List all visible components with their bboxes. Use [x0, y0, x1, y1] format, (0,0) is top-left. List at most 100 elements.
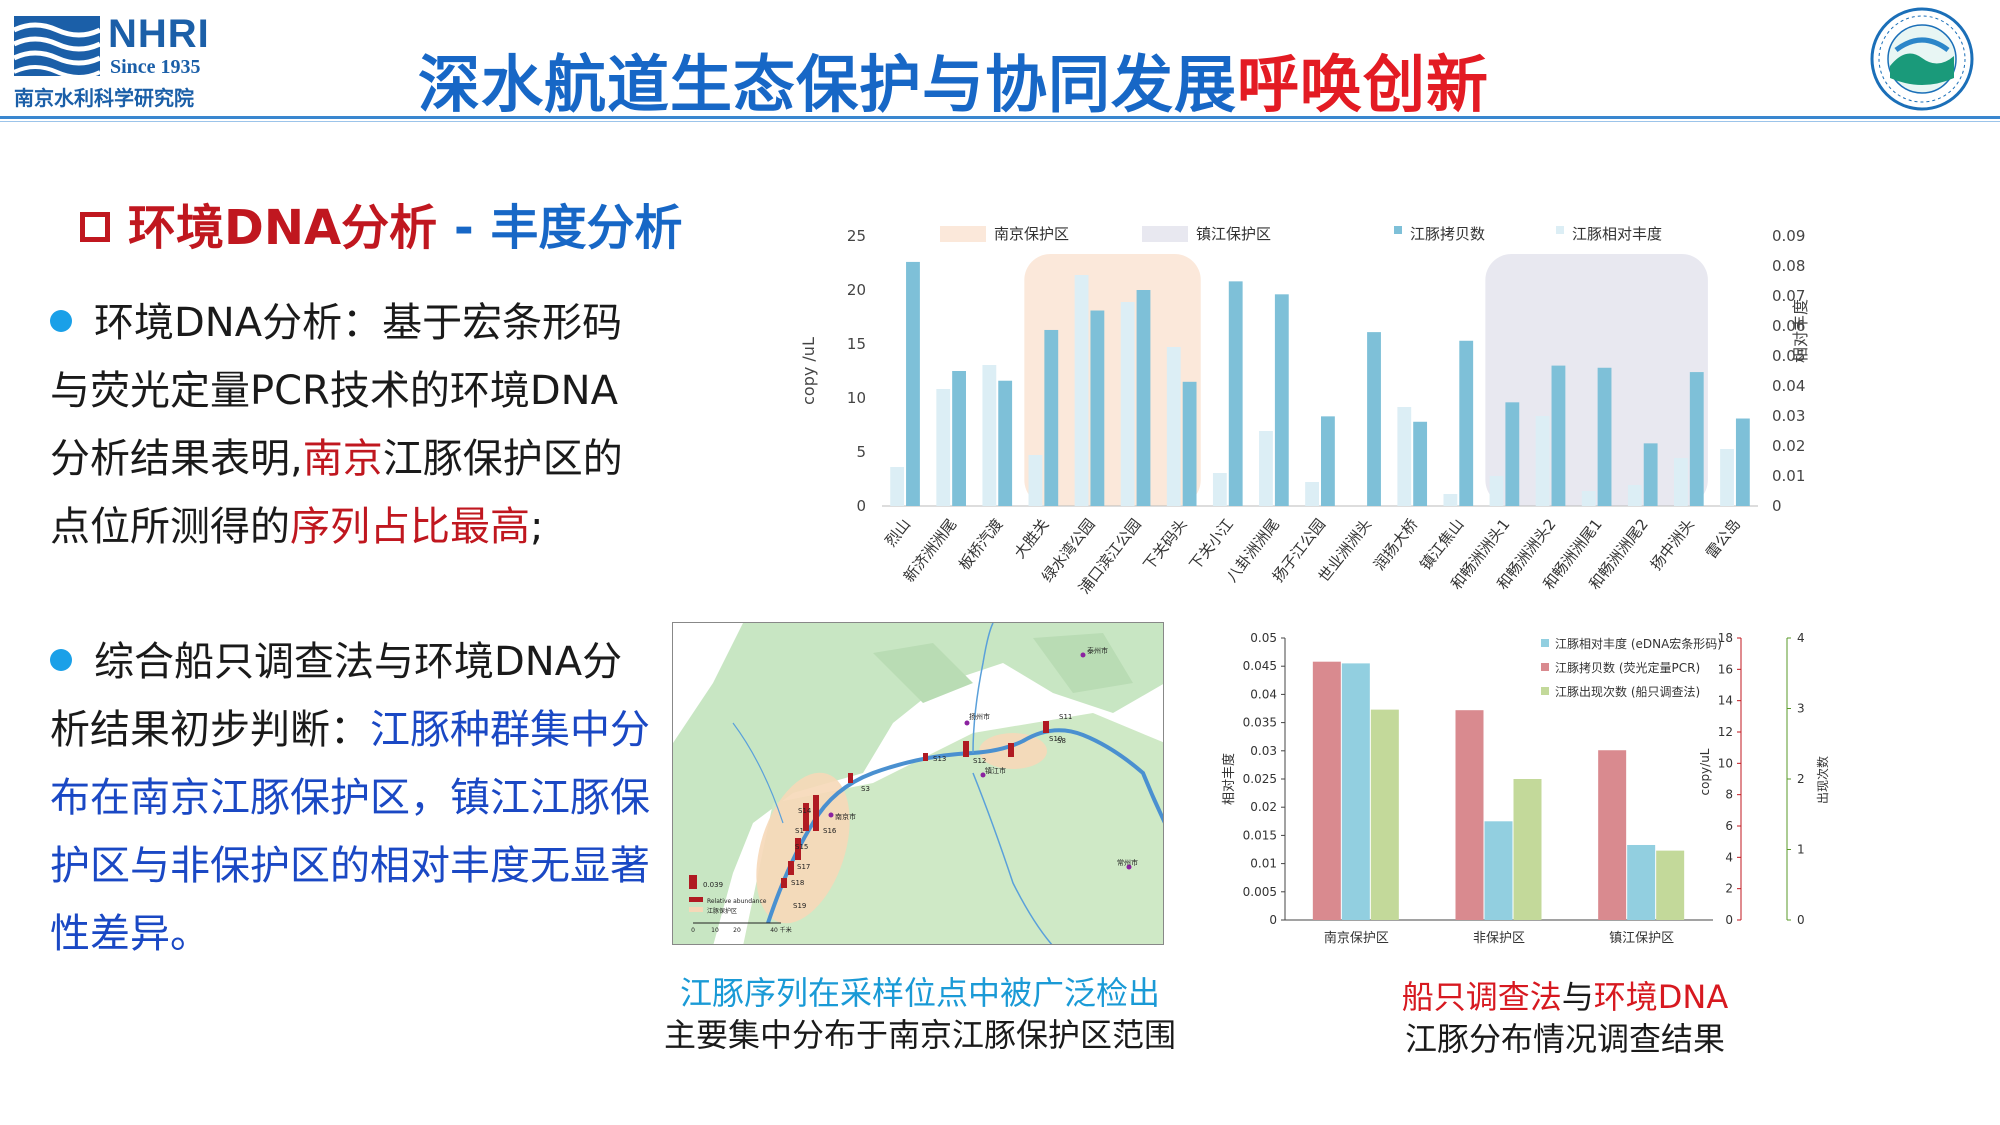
- map-site-label: S16: [823, 827, 837, 835]
- bar-relative-abundance: [982, 365, 997, 506]
- site-label: 下关码头: [1140, 515, 1191, 573]
- y-right-tick: 0.08: [1772, 257, 1805, 275]
- legend-label: 江豚相对丰度 (eDNA宏条形码): [1555, 636, 1722, 651]
- bar-occurrence: [1513, 779, 1542, 920]
- map-city-label: 泰州市: [1087, 646, 1108, 655]
- bar-copy-number: [998, 380, 1013, 506]
- bullet1-red-2: 序列占比最高: [290, 504, 530, 550]
- y-right2-tick: 2: [1797, 772, 1805, 786]
- category-label: 非保护区: [1473, 931, 1525, 946]
- bar-occurrence: [1370, 709, 1399, 920]
- legend-label: 南京保护区: [994, 225, 1069, 243]
- y-right2-tick: 1: [1797, 843, 1805, 857]
- category-label: 镇江保护区: [1609, 931, 1674, 946]
- map-legend-zone: 江豚保护区: [707, 907, 737, 915]
- bullet-combined-conclusion: 综合船只调查法与环境DNA分析结果初步判断：江豚种群集中分布在南京江豚保护区，镇…: [50, 628, 650, 968]
- legend-swatch: [1541, 687, 1549, 695]
- y-right2-label: 出现次数: [1815, 756, 1830, 804]
- y-right-tick: 0: [1772, 497, 1782, 515]
- bar-copy-number: [1735, 418, 1750, 506]
- map-caption-line-1: 江豚序列在采样位点中被广泛检出: [679, 974, 1160, 1012]
- bar-copy-number: [1312, 661, 1341, 920]
- map-site-label: S3: [861, 785, 870, 793]
- title-main: 深水航道生态保护与协同发展: [418, 48, 1238, 121]
- method-comparison-chart: 0 0.005 0.01 0.015 0.02 0.025 0.03 0.035 0.04 0.0…: [1221, 631, 1830, 946]
- section-title-red: 环境DNA分析: [128, 200, 438, 256]
- map-site-label: S18: [791, 879, 804, 887]
- y-right-tick: 0.06: [1772, 317, 1805, 335]
- map-site-label: S14: [798, 807, 812, 815]
- bar-copy-number: [1455, 710, 1484, 920]
- bar-copy-number: [952, 371, 966, 506]
- y-left-tick: 0.045: [1243, 659, 1277, 673]
- site-abundance-chart: 0 5 10 15 20 25 0 0.01 0.02 0.03 0.04 0.05 0.06 0.07 0…: [799, 225, 1810, 597]
- bar-relative-abundance: [1535, 416, 1550, 506]
- bullet1-text-2: 江豚保护区的点位所测得的: [50, 436, 623, 550]
- site-label: 雷公岛: [1702, 515, 1744, 562]
- title-highlight: 呼唤创新: [1237, 48, 1490, 121]
- bar-relative-abundance: [1443, 494, 1458, 506]
- y-right1-tick: 4: [1725, 850, 1733, 864]
- y-left-tick: 0: [856, 497, 866, 515]
- bullet1-text: 环境DNA分析：基于宏条形码与荧光定量PCR技术的环境DNA分析结果表明,: [50, 300, 623, 482]
- bar-relative-abundance: [1674, 458, 1688, 506]
- bullet-edna-analysis: 环境DNA分析：基于宏条形码与荧光定量PCR技术的环境DNA分析结果表明,南京江…: [50, 289, 650, 561]
- logo-text: NHRI: [108, 12, 210, 56]
- y-left-tick: 0.05: [1250, 631, 1277, 645]
- bullet2-blue: 江豚种群集中分布在南京江豚保护区，镇江江豚保护区与非保护区的相对丰度无显著性差异…: [50, 707, 650, 957]
- bullet2-text: 综合船只调查法与环境DNA分析结果初步判断：: [50, 639, 623, 753]
- header-divider-thin: [0, 121, 2000, 122]
- y-right-tick: 0.04: [1772, 377, 1805, 395]
- y-right1-tick: 2: [1725, 882, 1733, 896]
- bar-copy-number: [1044, 329, 1059, 506]
- legend-label: 江豚出现次数 (船只调查法): [1555, 684, 1700, 699]
- map-site-label: S12: [973, 757, 986, 765]
- bar-copy-number: [1321, 416, 1335, 506]
- y-left-tick: 0.015: [1243, 828, 1277, 842]
- logo-org-name: 南京水利科学研究院: [14, 86, 194, 110]
- y-left-tick: 0.035: [1243, 716, 1277, 730]
- bar-relative-abundance: [1627, 844, 1656, 920]
- site-label: 大胜关: [1011, 515, 1053, 562]
- map-city-label: 镇江市: [985, 766, 1006, 775]
- legend-swatch: [1394, 226, 1402, 234]
- section-title: 环境DNA分析 - 丰度分析: [80, 188, 683, 258]
- y-right-tick: 0.07: [1772, 287, 1805, 305]
- y-left-label: 相对丰度: [1221, 753, 1237, 805]
- logo-since: Since 1935: [110, 56, 201, 78]
- bar-copy-number: [1136, 290, 1151, 506]
- circle-bullet-icon: [50, 310, 72, 332]
- y-right-tick: 0.02: [1772, 437, 1805, 455]
- slide-title: 深水航道生态保护与协同发展呼唤创新: [418, 34, 1489, 124]
- bar-copy-number: [1274, 294, 1289, 506]
- site-label: 润扬大桥: [1370, 515, 1421, 573]
- slide-header: NHRI Since 1935 南京水利科学研究院 深水航道生态保护与协同发展呼…: [0, 0, 2000, 125]
- map-city-label: 扬州市: [969, 712, 990, 721]
- bar-copy-number: [1413, 421, 1428, 506]
- y-left-tick: 25: [847, 227, 866, 245]
- legend-label: 镇江保护区: [1196, 225, 1271, 243]
- y-right-tick: 0.05: [1772, 347, 1805, 365]
- bar-copy-number: [906, 261, 920, 506]
- bar-relative-abundance: [1627, 485, 1642, 506]
- y-right2-tick: 4: [1797, 631, 1805, 645]
- y-right-tick: 0.03: [1772, 407, 1805, 425]
- bar-copy-number: [1551, 365, 1566, 506]
- y-left-tick: 0.005: [1243, 885, 1277, 899]
- y-left-tick: 15: [847, 335, 866, 353]
- bar-copy-number: [1689, 372, 1704, 506]
- y-left-tick: 20: [847, 281, 866, 299]
- y-left-tick: 5: [856, 443, 866, 461]
- section-title-blue: 丰度分析: [490, 200, 683, 256]
- y-right2-tick: 0: [1797, 913, 1805, 927]
- chart-caption-line-2: 江豚分布情况调查结果: [1404, 1020, 1725, 1058]
- map-scale-tick: 0: [691, 927, 695, 934]
- map-city-label: 常州市: [1117, 858, 1138, 867]
- legend-label: 江豚相对丰度: [1572, 225, 1662, 243]
- map-site-label: S10: [1049, 735, 1062, 743]
- y-right1-tick: 18: [1718, 631, 1733, 645]
- y-right-label: 相对丰度: [1791, 299, 1810, 363]
- y-right1-label: copy/uL: [1698, 748, 1712, 795]
- bar-relative-abundance: [1166, 347, 1181, 506]
